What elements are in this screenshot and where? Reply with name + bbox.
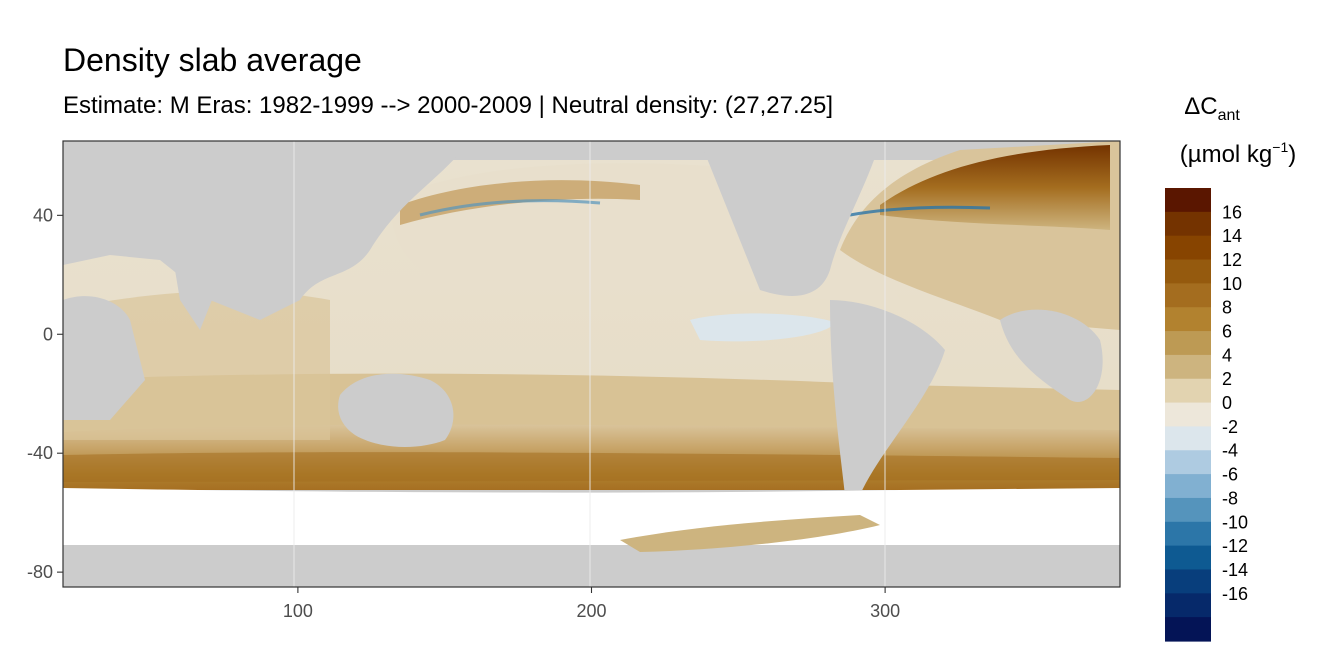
legend-swatch	[1165, 521, 1211, 547]
antarctica-land	[63, 545, 1120, 587]
chart-subtitle: Estimate: M Eras: 1982-1999 --> 2000-200…	[63, 92, 833, 119]
panel-grid	[293, 141, 886, 587]
x-tick-label: 300	[870, 601, 900, 621]
legend-swatch	[1165, 497, 1211, 523]
y-axis: 40 0 -40 -80	[27, 205, 63, 582]
x-axis: 100 200 300	[283, 587, 900, 621]
legend-label: -10	[1222, 512, 1248, 532]
y-tick-label: -80	[27, 562, 53, 582]
legend-swatch	[1165, 402, 1211, 428]
legend-swatch	[1165, 474, 1211, 499]
chart-title: Density slab average	[63, 42, 362, 78]
legend-labels: 16 14 12 10 8 6 4 2 0 -2 -4 -6 -8 -10 -12 -14 -16	[1222, 202, 1248, 603]
legend-swatch	[1165, 211, 1211, 237]
legend-swatch	[1165, 426, 1211, 451]
legend-title-unit: (µmol kg−1)	[1180, 139, 1296, 168]
india-land	[175, 268, 212, 330]
legend-title-main: ΔCant	[1184, 93, 1240, 124]
y-tick-label: 40	[33, 205, 53, 225]
legend-label: 2	[1222, 369, 1232, 389]
legend-swatch	[1165, 188, 1211, 213]
north-pacific-negative-streak	[419, 199, 601, 217]
legend-swatch	[1165, 545, 1211, 571]
legend-label: 8	[1222, 298, 1232, 318]
legend-label: -4	[1222, 441, 1238, 461]
legend-label: -16	[1222, 584, 1248, 604]
legend-swatch	[1165, 569, 1211, 594]
legend-swatch	[1165, 259, 1211, 284]
legend-label: -2	[1222, 417, 1238, 437]
equatorial-negative-patch	[690, 313, 835, 342]
legend-swatch	[1165, 283, 1211, 308]
africa-land	[63, 296, 145, 420]
legend-label: 14	[1222, 226, 1242, 246]
weddell-shelf	[620, 515, 880, 552]
legend-label: 6	[1222, 322, 1232, 342]
legend-label: -14	[1222, 560, 1248, 580]
legend-swatch	[1165, 378, 1211, 404]
legend-swatches	[1165, 188, 1211, 642]
y-tick-label: 0	[43, 324, 53, 344]
legend-swatch	[1165, 450, 1211, 475]
australia-land	[338, 373, 454, 447]
southern-ocean-core	[63, 452, 1120, 482]
legend-label: 0	[1222, 393, 1232, 413]
africa-east-land	[1000, 309, 1103, 402]
eurasia-africa-land	[63, 141, 470, 320]
legend-label: 16	[1222, 202, 1242, 222]
legend-label: -8	[1222, 488, 1238, 508]
x-tick-label: 200	[576, 601, 606, 621]
legend-swatch	[1165, 354, 1211, 380]
legend-swatch	[1165, 593, 1211, 618]
legend-swatch	[1165, 617, 1211, 642]
no-data-south	[63, 488, 1120, 545]
legend-label: -12	[1222, 536, 1248, 556]
legend-swatch	[1165, 331, 1211, 356]
legend-swatch	[1165, 307, 1211, 332]
ocean-field	[63, 141, 1120, 587]
legend-label: 12	[1222, 250, 1242, 270]
colorbar-legend: ΔCant (µmol kg−1) 16 14 12 10 8 6 4 2 0 -2 -4 -6 -8 -…	[1165, 93, 1296, 642]
north-atlantic-negative-streak	[849, 205, 991, 217]
north-america-land	[700, 141, 880, 296]
south-america-land	[830, 300, 945, 495]
x-tick-label: 100	[283, 601, 313, 621]
legend-label: -6	[1222, 465, 1238, 485]
legend-label: 4	[1222, 345, 1232, 365]
legend-swatch	[1165, 235, 1211, 261]
y-tick-label: -40	[27, 443, 53, 463]
legend-label: 10	[1222, 274, 1242, 294]
